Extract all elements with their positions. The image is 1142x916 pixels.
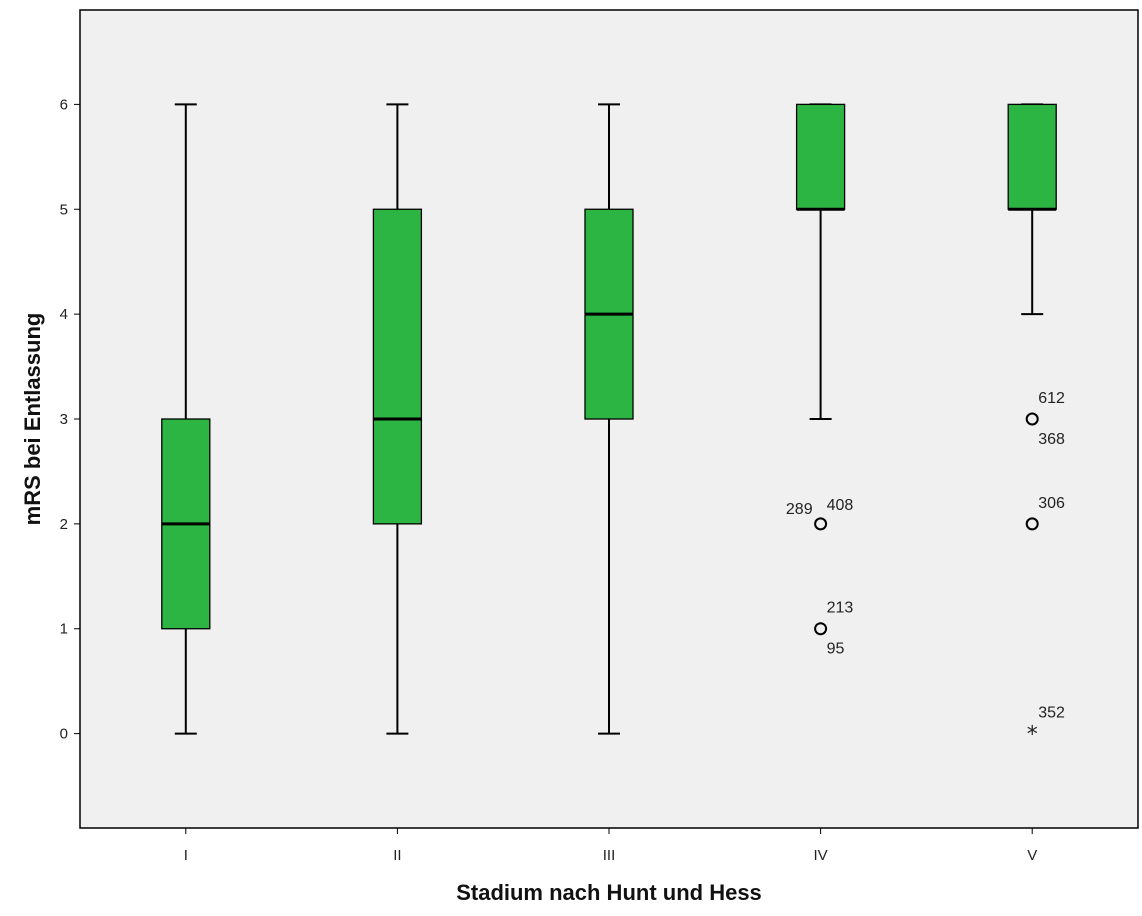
outlier-star-marker: * xyxy=(1027,723,1038,748)
y-tick-label: 3 xyxy=(60,411,68,428)
outlier-label: 612 xyxy=(1038,390,1065,407)
outlier-circle-marker xyxy=(814,517,828,531)
box-iqr xyxy=(372,208,423,525)
box-III xyxy=(584,103,634,735)
y-axis-title: mRS bei Entlassung xyxy=(20,313,45,526)
x-tick-label: II xyxy=(393,847,401,864)
x-tick-label: I xyxy=(184,847,188,864)
outlier-label: 289 xyxy=(786,501,813,518)
outlier-label: 368 xyxy=(1038,431,1065,448)
outlier-label: 352 xyxy=(1038,705,1065,722)
y-tick-label: 2 xyxy=(60,516,68,533)
y-tick-label: 1 xyxy=(60,621,68,638)
boxes xyxy=(161,103,1057,735)
y-tick-label: 4 xyxy=(60,306,68,323)
outlier-V-3: 612 368 xyxy=(1025,390,1065,448)
outliers: 289 408 213 95 612 368 306 *352 xyxy=(786,390,1065,748)
box-IV xyxy=(795,103,846,420)
box-II xyxy=(372,103,423,735)
x-axis: I II III IV V xyxy=(184,828,1037,864)
box-I xyxy=(161,103,211,735)
outlier-label: 408 xyxy=(827,497,854,514)
y-tick-label: 0 xyxy=(60,726,68,743)
box-iqr xyxy=(1007,103,1057,210)
outlier-V-2: 306 xyxy=(1025,495,1065,531)
x-tick-label: IV xyxy=(814,847,828,864)
x-tick-label: V xyxy=(1027,847,1037,864)
box-iqr xyxy=(795,103,846,210)
outlier-circle-marker xyxy=(1025,412,1039,426)
outlier-circle-marker xyxy=(814,622,828,636)
outlier-label: 306 xyxy=(1038,495,1065,512)
y-axis: 0 1 2 3 4 5 6 xyxy=(60,96,80,743)
x-axis-title: Stadium nach Hunt und Hess xyxy=(456,880,762,905)
outlier-V-0: *352 xyxy=(1027,705,1065,748)
outlier-label: 213 xyxy=(827,600,854,617)
x-tick-label: III xyxy=(603,847,616,864)
box-V xyxy=(1007,103,1057,316)
outlier-IV-1: 213 95 xyxy=(814,600,854,658)
outlier-label: 95 xyxy=(827,641,845,658)
y-tick-label: 5 xyxy=(60,201,68,218)
outlier-IV-2: 289 408 xyxy=(786,497,854,531)
outlier-circle-marker xyxy=(1025,517,1039,531)
y-tick-label: 6 xyxy=(60,96,68,113)
